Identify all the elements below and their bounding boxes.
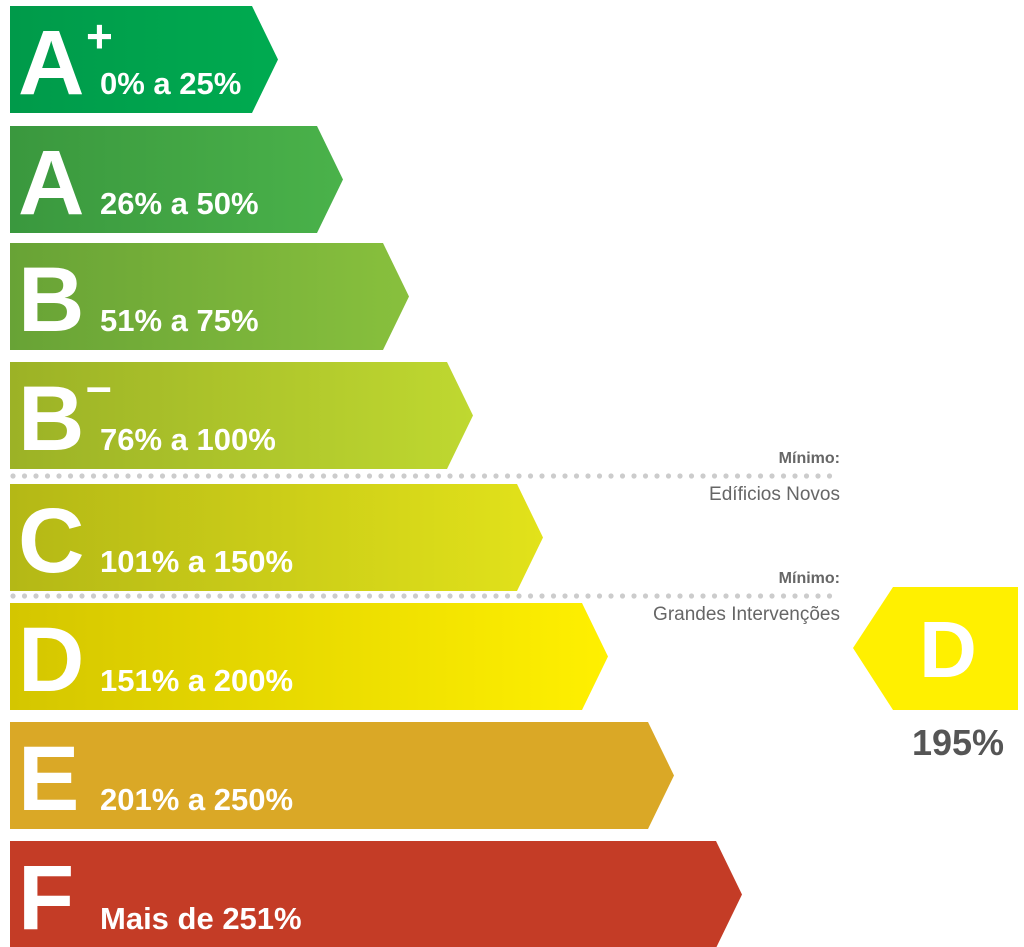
- threshold-marker: Mínimo: Grandes Intervenções: [10, 570, 840, 625]
- rating-modifier: +: [86, 10, 113, 62]
- rating-bars: A +0% a 25%A 26% a 50%B 51% a 75%B –76% a 10…: [10, 6, 742, 947]
- rating-class-a-plus: A +0% a 25%: [10, 6, 278, 114]
- dotted-divider: [10, 593, 833, 599]
- threshold-label: Mínimo:: [779, 450, 840, 467]
- rating-class-e: E 201% a 250%: [10, 722, 674, 830]
- threshold-markers: Mínimo: Edíficios Novos Mínimo: Grandes Int…: [10, 450, 840, 625]
- threshold-sublabel: Grandes Intervenções: [653, 604, 840, 625]
- result-value: 195%: [912, 722, 1004, 763]
- rating-bar: [10, 243, 409, 350]
- rating-letter: A: [18, 132, 84, 234]
- result-letter: D: [919, 605, 977, 694]
- rating-range: Mais de 251%: [100, 901, 302, 936]
- rating-range: 151% a 200%: [100, 663, 293, 698]
- rating-letter: B: [18, 368, 84, 470]
- rating-class-b: B 51% a 75%: [10, 243, 409, 351]
- result-indicator: D 195%: [853, 587, 1018, 763]
- rating-range: 0% a 25%: [100, 66, 241, 101]
- rating-bar: [10, 484, 543, 591]
- rating-letter: B: [18, 249, 84, 351]
- rating-class-b-minus: B – 76% a 100%: [10, 360, 473, 470]
- rating-class-c: C 101% a 150%: [10, 484, 543, 592]
- threshold-marker: Mínimo: Edíficios Novos: [10, 450, 840, 505]
- rating-bar: [10, 841, 742, 947]
- dotted-divider: [10, 473, 833, 479]
- threshold-sublabel: Edíficios Novos: [709, 484, 840, 505]
- threshold-label: Mínimo:: [779, 570, 840, 587]
- rating-letter: A: [18, 12, 84, 114]
- rating-range: 76% a 100%: [100, 422, 276, 457]
- rating-modifier: –: [86, 360, 112, 412]
- rating-range: 26% a 50%: [100, 186, 259, 221]
- rating-range: 201% a 250%: [100, 782, 293, 817]
- rating-range: 51% a 75%: [100, 303, 259, 338]
- rating-letter: C: [18, 490, 84, 592]
- rating-bar: [10, 126, 343, 233]
- rating-letter: E: [18, 728, 79, 830]
- rating-range: 101% a 150%: [100, 544, 293, 579]
- rating-letter: F: [18, 847, 74, 947]
- rating-letter: D: [18, 609, 84, 711]
- rating-class-d: D 151% a 200%: [10, 603, 608, 711]
- rating-class-a: A 26% a 50%: [10, 126, 343, 234]
- result-arrow: [853, 587, 1018, 710]
- rating-bar: [10, 722, 674, 829]
- rating-bar: [10, 362, 473, 469]
- rating-bar: [10, 6, 278, 113]
- rating-class-f: F Mais de 251%: [10, 841, 742, 947]
- rating-bar: [10, 603, 608, 710]
